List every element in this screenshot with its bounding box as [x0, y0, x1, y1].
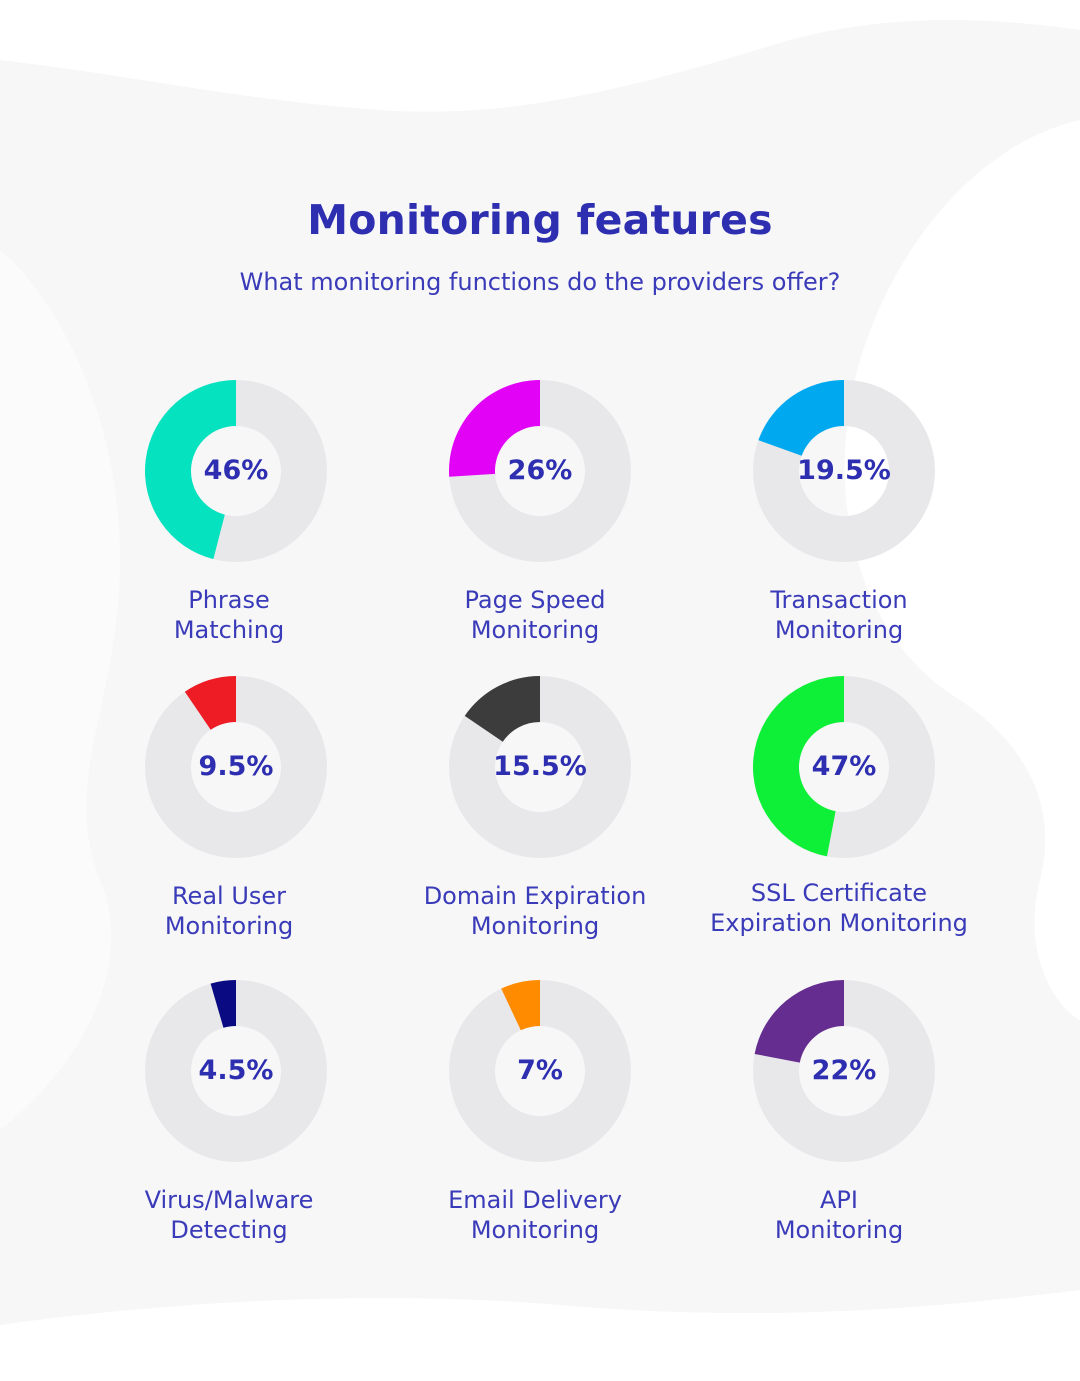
donut-value-label: 22%: [811, 1055, 877, 1086]
donut-category-line-2: Monitoring: [164, 912, 294, 940]
donut-chart-3: [145, 676, 327, 858]
donut-value-label: 26%: [507, 455, 573, 486]
donut-category-line-1: Page Speed: [464, 586, 606, 614]
donut-segment: [184, 676, 236, 730]
page-title: Monitoring features: [307, 196, 773, 244]
donut-category-line-2: Monitoring: [470, 616, 600, 644]
donut-segment: [144, 380, 236, 560]
donut-segment: [464, 676, 540, 742]
donut-segment: [449, 380, 540, 477]
donut-category-label: Email Delivery Monitoring: [385, 1185, 685, 1245]
donut-segment: [753, 676, 844, 857]
donut-category-label: Domain Expiration Monitoring: [385, 881, 685, 941]
donut-category-label: SSL Certificate Expiration Monitoring: [689, 878, 989, 938]
donut-category-line-1: Domain Expiration: [423, 882, 647, 910]
donut-chart-5: [753, 676, 935, 858]
donut-chart-4: [449, 676, 631, 858]
donut-category-line-2: Detecting: [170, 1216, 288, 1244]
donut-category-line-1: Phrase: [188, 586, 270, 614]
donut-chart-2: [753, 380, 935, 562]
background-wave-bottom: [0, 1290, 1080, 1381]
donut-category-label: Transaction Monitoring: [689, 585, 989, 645]
donut-segment: [758, 380, 844, 456]
donut-value-label: 7%: [517, 1055, 563, 1086]
donut-category-label: API Monitoring: [689, 1185, 989, 1245]
donut-chart-0: [144, 380, 327, 562]
donut-category-label: Virus/Malware Detecting: [79, 1185, 379, 1245]
donut-category-line-2: Monitoring: [774, 616, 904, 644]
donut-segment: [210, 980, 236, 1028]
donut-category-line-1: Transaction: [770, 586, 908, 614]
donut-category-label: Page Speed Monitoring: [385, 585, 685, 645]
donut-category-line-1: API: [820, 1186, 858, 1214]
donut-chart-8: [753, 980, 935, 1162]
page-subtitle: What monitoring functions do the provide…: [239, 268, 841, 296]
donut-category-line-1: Virus/Malware: [144, 1186, 314, 1214]
background-wave-top: [0, 0, 1080, 112]
donut-value-label: 46%: [203, 455, 269, 486]
donut-category-line-2: Monitoring: [774, 1216, 904, 1244]
donut-category-line-1: SSL Certificate: [750, 879, 928, 907]
donut-category-line-1: Real User: [171, 882, 287, 910]
donut-category-line-2: Expiration Monitoring: [710, 909, 968, 937]
donut-chart-1: [449, 380, 631, 562]
donut-segment: [754, 980, 844, 1063]
donut-category-line-2: Matching: [173, 616, 285, 644]
donut-category-line-2: Monitoring: [470, 1216, 600, 1244]
donut-segment: [501, 980, 540, 1031]
donut-value-label: 47%: [811, 751, 877, 782]
donut-category-line-1: Email Delivery: [448, 1186, 622, 1214]
donut-category-line-2: Monitoring: [470, 912, 600, 940]
donut-value-label: 19.5%: [797, 455, 891, 486]
donut-value-label: 4.5%: [198, 1055, 274, 1086]
donut-value-label: 15.5%: [493, 751, 587, 782]
donut-category-label: Phrase Matching: [79, 585, 379, 645]
background-wave-right: [844, 120, 1080, 1020]
donut-category-label: Real User Monitoring: [79, 881, 379, 941]
donut-chart-6: [145, 980, 327, 1162]
background-wave-left: [0, 250, 120, 1130]
donut-value-label: 9.5%: [198, 751, 274, 782]
donut-chart-7: [449, 980, 631, 1162]
